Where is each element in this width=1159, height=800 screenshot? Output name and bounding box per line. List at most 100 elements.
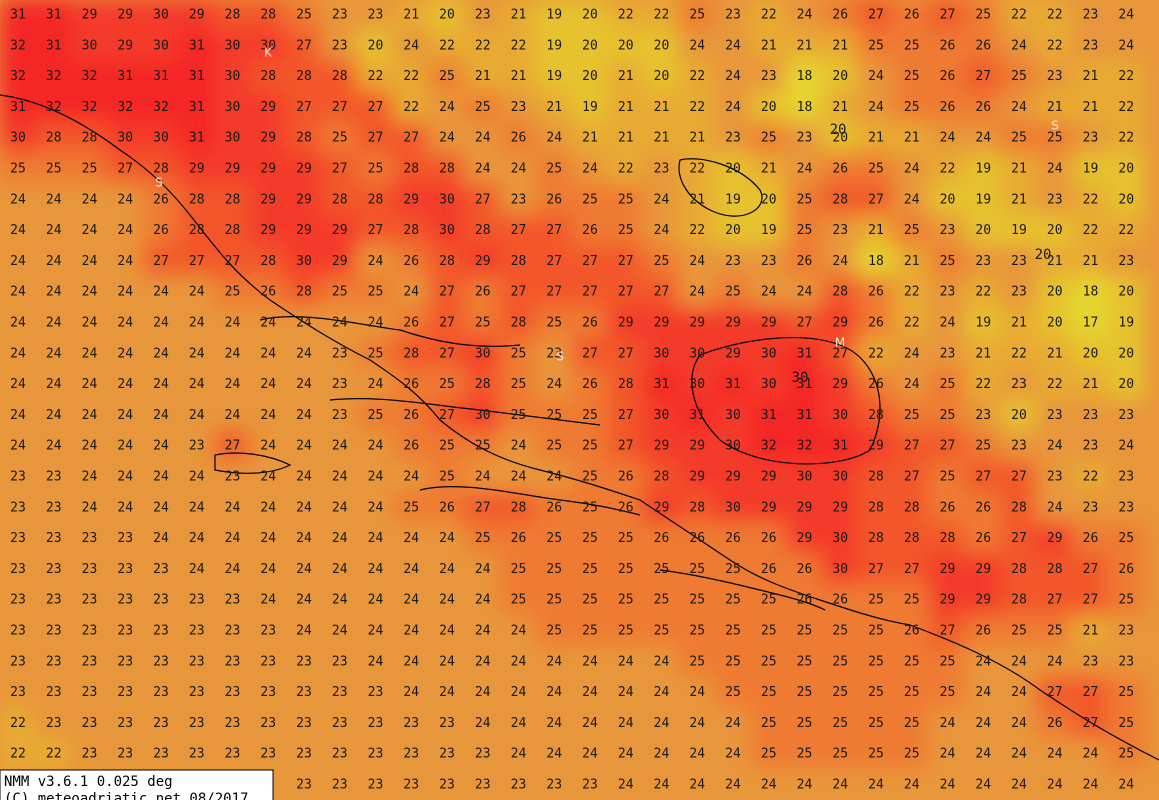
temperature-value: 29 xyxy=(260,192,276,207)
temperature-value: 21 xyxy=(761,162,777,177)
temperature-cell xyxy=(428,214,466,247)
temperature-value: 23 xyxy=(940,285,956,300)
temperature-value: 28 xyxy=(618,377,634,392)
temperature-value: 28 xyxy=(832,192,848,207)
temperature-cell xyxy=(785,121,824,155)
temperature-cell xyxy=(535,707,574,740)
temperature-cell xyxy=(0,645,37,679)
temperature-cell xyxy=(0,553,37,586)
temperature-value: 22 xyxy=(1118,131,1134,146)
temperature-cell xyxy=(106,368,145,401)
temperature-value: 32 xyxy=(10,38,26,53)
temperature-cell xyxy=(285,183,323,217)
temperature-value: 24 xyxy=(975,654,991,669)
temperature-cell xyxy=(749,460,788,494)
temperature-value: 21 xyxy=(618,131,634,146)
temperature-cell xyxy=(249,553,288,586)
temperature-cell xyxy=(142,121,180,155)
temperature-value: 26 xyxy=(546,192,562,207)
temperature-cell xyxy=(499,121,538,155)
temperature-value: 24 xyxy=(475,654,491,669)
temperature-value: 32 xyxy=(797,439,813,454)
temperature-cell xyxy=(177,707,216,740)
temperature-cell xyxy=(1035,245,1074,278)
temperature-value: 24 xyxy=(296,346,312,361)
temperature-value: 23 xyxy=(368,8,384,23)
temperature-value: 25 xyxy=(689,654,705,669)
temperature-cell xyxy=(714,245,752,278)
temperature-cell xyxy=(964,214,1003,247)
temperature-value: 18 xyxy=(797,69,813,84)
temperature-value: 24 xyxy=(332,470,348,485)
temperature-value: 29 xyxy=(832,500,848,515)
temperature-cell xyxy=(1000,275,1038,309)
temperature-value: 24 xyxy=(1011,685,1027,700)
temperature-value: 24 xyxy=(260,316,276,331)
temperature-cell xyxy=(70,91,109,124)
temperature-cell xyxy=(428,768,466,800)
temperature-value: 23 xyxy=(10,624,26,639)
temperature-value: 29 xyxy=(654,500,670,515)
contour-label: 30 xyxy=(792,370,809,386)
temperature-value: 17 xyxy=(1083,316,1099,331)
temperature-cell xyxy=(249,645,288,679)
temperature-value: 24 xyxy=(332,439,348,454)
temperature-value: 23 xyxy=(46,470,62,485)
temperature-value: 19 xyxy=(725,192,741,207)
temperature-cell xyxy=(356,460,395,494)
temperature-value: 25 xyxy=(761,747,777,762)
temperature-cell xyxy=(606,645,645,679)
temperature-value: 22 xyxy=(904,316,920,331)
temperature-cell xyxy=(392,245,431,278)
temperature-cell xyxy=(356,29,395,63)
temperature-cell xyxy=(714,522,752,555)
temperature-value: 31 xyxy=(189,38,205,53)
temperature-value: 24 xyxy=(117,346,133,361)
temperature-value: 23 xyxy=(975,408,991,423)
temperature-cell xyxy=(1035,707,1074,740)
temperature-cell xyxy=(1000,60,1038,93)
temperature-cell xyxy=(821,614,860,648)
temperature-value: 25 xyxy=(368,346,384,361)
temperature-value: 24 xyxy=(368,500,384,515)
temperature-cell xyxy=(463,60,502,93)
temperature-value: 23 xyxy=(797,131,813,146)
temperature-value: 25 xyxy=(797,685,813,700)
temperature-value: 24 xyxy=(296,562,312,577)
temperature-cell xyxy=(678,152,717,186)
temperature-value: 20 xyxy=(761,192,777,207)
temperature-value: 24 xyxy=(368,624,384,639)
temperature-cell xyxy=(1071,245,1110,278)
temperature-cell xyxy=(785,768,824,800)
temperature-value: 25 xyxy=(1118,747,1134,762)
temperature-value: 24 xyxy=(296,624,312,639)
temperature-value: 20 xyxy=(1083,346,1099,361)
temperature-cell xyxy=(785,275,824,309)
temperature-value: 24 xyxy=(618,747,634,762)
temperature-cell xyxy=(463,368,502,401)
temperature-value: 23 xyxy=(117,593,133,608)
temperature-cell xyxy=(785,491,824,525)
temperature-cell xyxy=(964,429,1003,463)
temperature-value: 27 xyxy=(403,131,419,146)
temperature-cell xyxy=(0,0,37,32)
temperature-value: 23 xyxy=(46,624,62,639)
temperature-cell xyxy=(892,152,931,186)
temperature-value: 24 xyxy=(1011,38,1027,53)
temperature-cell xyxy=(320,737,359,771)
temperature-cell xyxy=(821,460,860,494)
temperature-value: 24 xyxy=(546,377,562,392)
temperature-value: 21 xyxy=(975,346,991,361)
temperature-cell xyxy=(678,768,717,800)
temperature-cell xyxy=(463,0,502,32)
temperature-value: 24 xyxy=(46,346,62,361)
temperature-cell xyxy=(499,183,538,217)
temperature-cell xyxy=(785,583,824,617)
temperature-cell xyxy=(70,306,109,340)
temperature-cell xyxy=(392,737,431,771)
temperature-cell xyxy=(535,29,574,63)
temperature-value: 23 xyxy=(153,716,169,731)
temperature-cell xyxy=(285,614,323,648)
temperature-value: 24 xyxy=(546,685,562,700)
temperature-value: 28 xyxy=(475,377,491,392)
